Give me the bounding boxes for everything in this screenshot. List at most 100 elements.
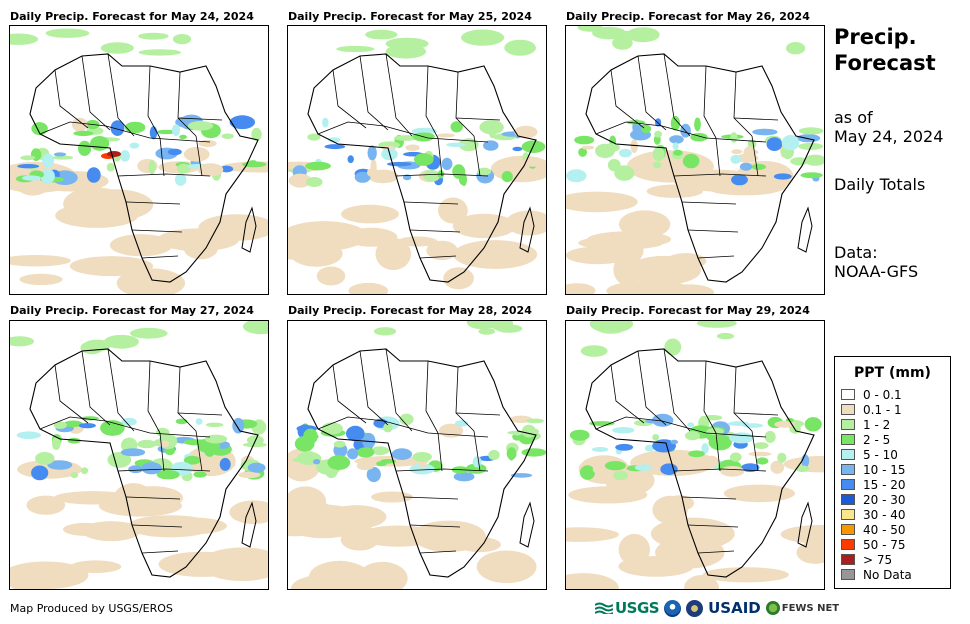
- africa-coastline: [29, 348, 259, 578]
- rain-patch: [149, 126, 158, 140]
- rain-patch: [437, 133, 455, 138]
- as-of-date: as of May 24, 2024: [834, 108, 943, 146]
- rain-patch: [702, 415, 723, 421]
- sidebar-title: Precip. Forecast: [834, 24, 936, 76]
- legend-label: 30 - 40: [863, 507, 906, 522]
- rain-patch: [159, 440, 170, 448]
- rain-patch: [670, 439, 679, 445]
- rain-patch: [385, 37, 429, 50]
- rain-patch: [660, 463, 678, 475]
- rain-patch: [669, 135, 684, 144]
- country-border: [54, 364, 89, 424]
- country-border: [715, 432, 721, 472]
- rain-patch: [523, 156, 543, 167]
- rain-patch: [466, 321, 495, 329]
- country-border: [455, 117, 501, 121]
- africa-coastline: [29, 53, 259, 283]
- rain-patch: [569, 429, 590, 441]
- rain-patch: [619, 148, 632, 158]
- legend-swatch: [841, 434, 855, 445]
- rain-patch: [327, 455, 351, 470]
- rain-patch: [98, 495, 182, 517]
- rain-patch: [358, 525, 438, 547]
- rain-patch: [566, 192, 610, 207]
- country-border: [663, 53, 691, 137]
- map-canvas: [288, 29, 546, 294]
- legend-swatch: [841, 404, 855, 415]
- country-border: [703, 65, 717, 139]
- country-border: [455, 412, 501, 416]
- rain-patch: [650, 517, 735, 550]
- rain-patch: [701, 443, 709, 454]
- rain-patch: [67, 437, 81, 444]
- rain-patch: [356, 461, 374, 471]
- rain-patch: [770, 460, 785, 474]
- country-border: [637, 350, 667, 426]
- rain-patch: [305, 161, 331, 171]
- rain-patch: [373, 327, 397, 336]
- rain-patch: [682, 153, 700, 169]
- rain-patch: [348, 282, 389, 294]
- rain-patch: [478, 328, 496, 335]
- map-canvas: [566, 321, 824, 589]
- country-border: [117, 468, 211, 472]
- rain-patch: [356, 447, 375, 458]
- fews-net-logo: FEWS NET: [765, 601, 839, 615]
- panel-title-4: Daily Precip. Forecast for May 27, 2024: [10, 304, 254, 317]
- country-border: [131, 524, 183, 528]
- rain-patch: [247, 462, 266, 473]
- rain-patch: [141, 462, 162, 475]
- country-border: [107, 53, 135, 137]
- africa-coastline: [585, 348, 815, 578]
- rain-patch: [376, 461, 387, 467]
- country-border: [673, 173, 767, 177]
- madagascar-outline: [519, 206, 535, 253]
- rain-patch: [483, 140, 499, 151]
- rain-patch: [566, 573, 619, 589]
- legend-label: 1 - 2: [863, 417, 891, 432]
- legend-label: 5 - 10: [863, 447, 898, 462]
- africa-coastline: [307, 348, 537, 578]
- rain-patch: [248, 160, 258, 166]
- rain-patch: [397, 236, 438, 247]
- forecast-map-2: [287, 25, 547, 295]
- legend-item: 20 - 30: [835, 492, 950, 507]
- legend-swatch: [841, 539, 855, 550]
- rain-patch: [53, 152, 67, 157]
- rain-patch: [672, 142, 679, 150]
- rain-patch: [472, 456, 482, 468]
- rain-patch: [592, 26, 627, 40]
- country-border: [663, 348, 691, 432]
- rain-patch: [800, 172, 823, 179]
- legend-title: PPT (mm): [854, 365, 931, 381]
- legend-label: No Data: [863, 567, 912, 582]
- country-border: [159, 137, 165, 177]
- rain-patch: [156, 129, 177, 135]
- country-border: [733, 71, 753, 137]
- legend-item: 5 - 10: [835, 447, 950, 462]
- rain-patch: [730, 132, 738, 143]
- legend-item: 2 - 5: [835, 432, 950, 447]
- country-border: [117, 173, 211, 177]
- rain-patch: [595, 321, 627, 334]
- rain-patch: [53, 421, 67, 429]
- rain-patch: [673, 149, 683, 156]
- rain-patch: [341, 204, 399, 224]
- rain-patch: [748, 451, 772, 457]
- rain-patch: [116, 268, 186, 294]
- rain-patch: [566, 283, 596, 294]
- legend-swatch: [841, 569, 855, 580]
- country-border: [425, 65, 439, 139]
- rain-patch: [476, 550, 537, 584]
- rain-patch: [630, 139, 638, 154]
- country-border: [403, 496, 459, 500]
- period-label: Daily Totals: [834, 175, 926, 194]
- rain-patch: [138, 32, 169, 40]
- rain-patch: [708, 434, 732, 451]
- rain-patch: [307, 133, 321, 141]
- rain-patch: [129, 142, 140, 149]
- rain-patch: [604, 461, 626, 471]
- rain-patch: [20, 155, 36, 161]
- rain-patch: [504, 39, 536, 56]
